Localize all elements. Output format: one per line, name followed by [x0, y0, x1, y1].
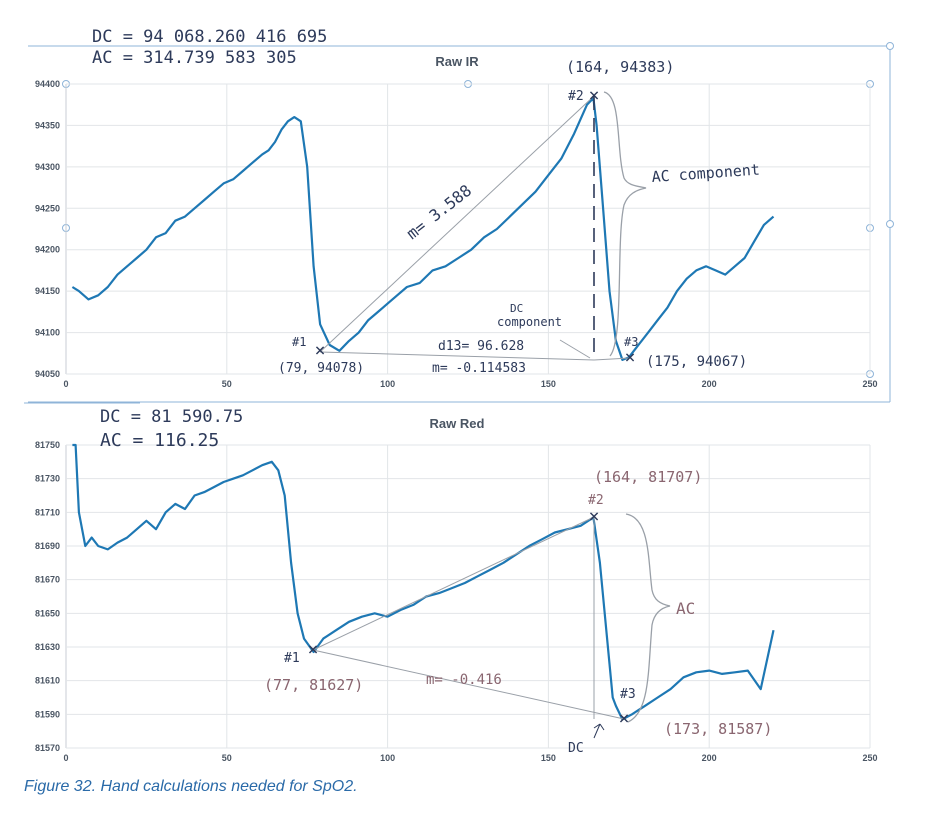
red-y-tick-label: 81690	[35, 541, 60, 551]
red-dc-value: DC = 81 590.75	[100, 407, 243, 427]
ir-dc-component-label: component	[497, 315, 562, 329]
ir-x-tick-label: 200	[702, 379, 717, 389]
red-x-tick-label: 0	[63, 753, 68, 763]
red-y-tick-label: 81630	[35, 642, 60, 652]
red-dc-label: DC	[568, 741, 584, 756]
red-point-2-label: (164, 81707)	[594, 468, 702, 486]
ir-point-2-tag: #2	[568, 89, 584, 104]
red-x-tick-label: 50	[222, 753, 232, 763]
red-dc-arrow	[593, 723, 605, 739]
red-x-tick-label: 250	[862, 753, 877, 763]
ir-point-1-tag: #1	[292, 335, 306, 349]
red-series-line	[72, 443, 775, 721]
ir-point-3-tag: #3	[624, 335, 638, 349]
ir-y-tick-label: 94250	[35, 203, 60, 213]
ir-y-tick-label: 94100	[35, 328, 60, 338]
ir-baseline-to-3	[593, 357, 631, 361]
ir-point-1-label: (79, 94078)	[278, 361, 364, 376]
ir-x-tick-label: 0	[63, 379, 68, 389]
ir-y-tick-label: 94300	[35, 162, 60, 172]
ir-point-1-marker: ×	[315, 340, 326, 361]
red-point-1-label: (77, 81627)	[264, 676, 363, 694]
ir-annotations: × × × DC = 94 068.260 416 695 AC = 314.7…	[92, 27, 760, 376]
red-ac-brace	[625, 513, 671, 723]
red-y-tick-label: 81650	[35, 608, 60, 618]
red-ac-value: AC = 116.25	[100, 430, 219, 451]
ir-x-tick-label: 50	[222, 379, 232, 389]
ir-distance-label: d13= 96.628	[438, 339, 524, 354]
ir-x-tick-label: 100	[380, 379, 395, 389]
red-annotations: × × × DC = 81 590.75 AC = 116.25 (164, 8…	[100, 407, 772, 756]
red-chart: 81570 81590 81610 81630 81650 81670 81690 81710…	[24, 402, 878, 763]
ir-series-line	[71, 97, 775, 361]
ir-baseline-1-3	[319, 351, 595, 361]
ir-chart-title: Raw IR	[435, 54, 479, 69]
ir-resize-handle	[886, 42, 894, 50]
ir-dc-pointer	[559, 339, 591, 359]
ir-y-tick-label: 94150	[35, 286, 60, 296]
red-x-tick-label: 100	[380, 753, 395, 763]
ir-y-tick-label: 94350	[35, 120, 60, 130]
red-y-tick-label: 81610	[35, 676, 60, 686]
ir-ac-value: AC = 314.739 583 305	[92, 48, 297, 68]
figure-caption: Figure 32. Hand calculations needed for …	[24, 778, 358, 795]
red-y-tick-label: 81750	[35, 440, 60, 450]
ir-x-tick-label: 250	[862, 379, 877, 389]
ir-dc-label: DC	[510, 302, 523, 315]
red-chart-title: Raw Red	[430, 416, 485, 431]
ir-ac-brace	[603, 91, 647, 357]
ir-y-tick-label: 94400	[35, 79, 60, 89]
ir-point-3-label: (175, 94067)	[646, 354, 747, 370]
red-point-3-label: (173, 81587)	[664, 720, 772, 738]
red-ac-label: AC	[676, 599, 695, 618]
red-baseline-1-3	[312, 649, 625, 720]
red-y-tick-label: 81670	[35, 575, 60, 585]
red-x-tick-label: 200	[702, 753, 717, 763]
ir-resize-handle	[886, 220, 894, 228]
ir-point-2-marker: ×	[589, 85, 600, 106]
red-slope-line-1-2	[312, 516, 595, 651]
red-x-tick-label: 150	[541, 753, 556, 763]
red-y-tick-label: 81730	[35, 474, 60, 484]
ir-point-2-label: (164, 94383)	[566, 58, 674, 76]
ir-baseline-slope-label: m= -0.114583	[432, 361, 526, 376]
ir-slope-line-1-2	[319, 95, 595, 353]
red-y-tick-label: 81710	[35, 507, 60, 517]
red-point-3-marker: ×	[619, 708, 630, 729]
ir-frame	[28, 46, 898, 394]
red-point-2-marker: ×	[589, 506, 600, 527]
ir-chart: 94050 94100 94150 94200 94250 94300 94350 94400…	[28, 27, 898, 403]
ir-x-tick-label: 150	[541, 379, 556, 389]
red-point-2-tag: #2	[588, 493, 604, 508]
red-y-tick-label: 81590	[35, 709, 60, 719]
red-y-tick-label: 81570	[35, 743, 60, 753]
ir-point-3-marker: ×	[625, 347, 636, 368]
red-point-1-marker: ×	[308, 639, 319, 660]
ir-y-tick-label: 94200	[35, 245, 60, 255]
red-point-3-tag: #3	[620, 687, 636, 702]
ir-y-tick-label: 94050	[35, 369, 60, 379]
red-baseline-slope-label: m= -0.416	[426, 672, 502, 688]
ir-dc-value: DC = 94 068.260 416 695	[92, 27, 327, 47]
red-point-1-tag: #1	[284, 651, 300, 666]
